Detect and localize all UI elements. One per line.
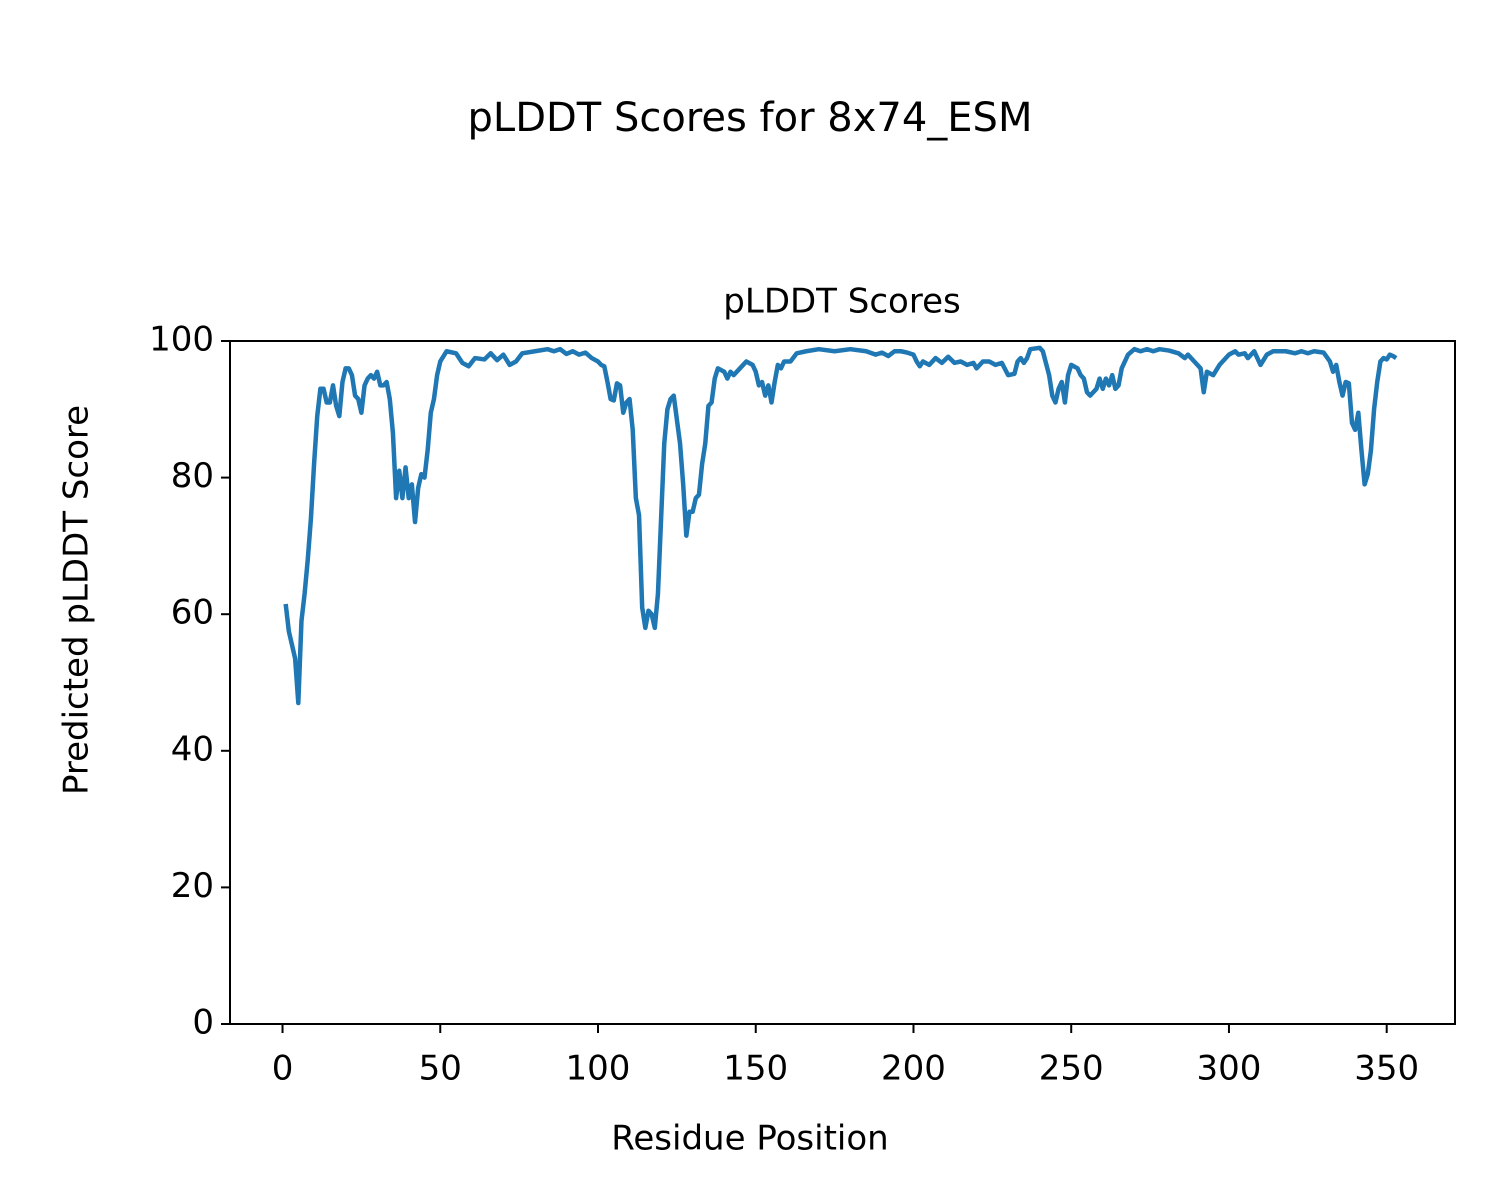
y-tick-label: 40 [171, 729, 214, 769]
plot-frame [229, 340, 1456, 1025]
chart-subtitle: pLDDT Scores [723, 282, 960, 322]
x-tick-label: 100 [566, 1049, 631, 1089]
x-tick-label: 250 [1039, 1049, 1104, 1089]
y-tick-label: 100 [149, 320, 214, 360]
x-tick-label: 300 [1197, 1049, 1262, 1089]
x-tick-label: 150 [723, 1049, 788, 1089]
chart-title: pLDDT Scores for 8x74_ESM [468, 95, 1033, 141]
y-axis-label: Predicted pLDDT Score [57, 405, 97, 795]
y-tick-label: 60 [171, 593, 214, 633]
x-axis-label: Residue Position [611, 1119, 888, 1159]
x-tick-label: 50 [419, 1049, 462, 1089]
y-tick-label: 20 [171, 866, 214, 906]
x-tick-label: 350 [1354, 1049, 1419, 1089]
y-tick-label: 0 [192, 1003, 214, 1043]
y-tick-label: 80 [171, 456, 214, 496]
x-tick-label: 0 [272, 1049, 294, 1089]
data-line [283, 345, 1398, 706]
x-tick-label: 200 [881, 1049, 946, 1089]
